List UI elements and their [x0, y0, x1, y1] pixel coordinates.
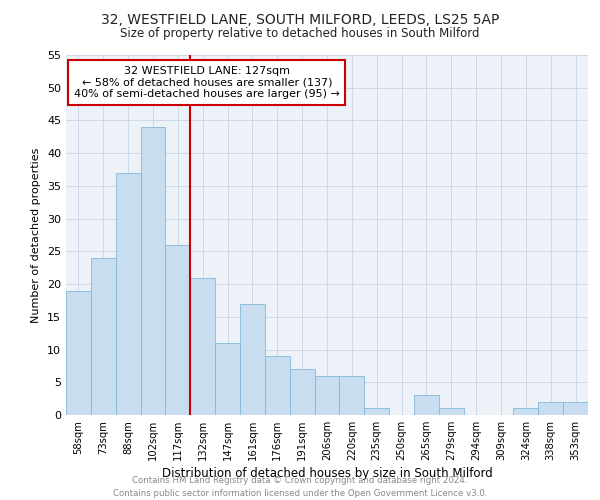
Bar	[66, 290, 91, 415]
Bar	[240, 304, 265, 415]
Bar	[364, 408, 389, 415]
Bar	[563, 402, 588, 415]
Bar	[314, 376, 340, 415]
Text: 32, WESTFIELD LANE, SOUTH MILFORD, LEEDS, LS25 5AP: 32, WESTFIELD LANE, SOUTH MILFORD, LEEDS…	[101, 12, 499, 26]
Bar	[116, 173, 140, 415]
Bar	[439, 408, 464, 415]
Y-axis label: Number of detached properties: Number of detached properties	[31, 148, 41, 322]
X-axis label: Distribution of detached houses by size in South Milford: Distribution of detached houses by size …	[161, 467, 493, 480]
Bar	[265, 356, 290, 415]
Bar	[190, 278, 215, 415]
Bar	[538, 402, 563, 415]
Bar	[166, 245, 190, 415]
Bar	[290, 369, 314, 415]
Bar	[215, 343, 240, 415]
Bar	[340, 376, 364, 415]
Text: 32 WESTFIELD LANE: 127sqm
← 58% of detached houses are smaller (137)
40% of semi: 32 WESTFIELD LANE: 127sqm ← 58% of detac…	[74, 66, 340, 99]
Text: Size of property relative to detached houses in South Milford: Size of property relative to detached ho…	[120, 28, 480, 40]
Bar	[140, 127, 166, 415]
Bar	[514, 408, 538, 415]
Text: Contains HM Land Registry data © Crown copyright and database right 2024.
Contai: Contains HM Land Registry data © Crown c…	[113, 476, 487, 498]
Bar	[91, 258, 116, 415]
Bar	[414, 396, 439, 415]
